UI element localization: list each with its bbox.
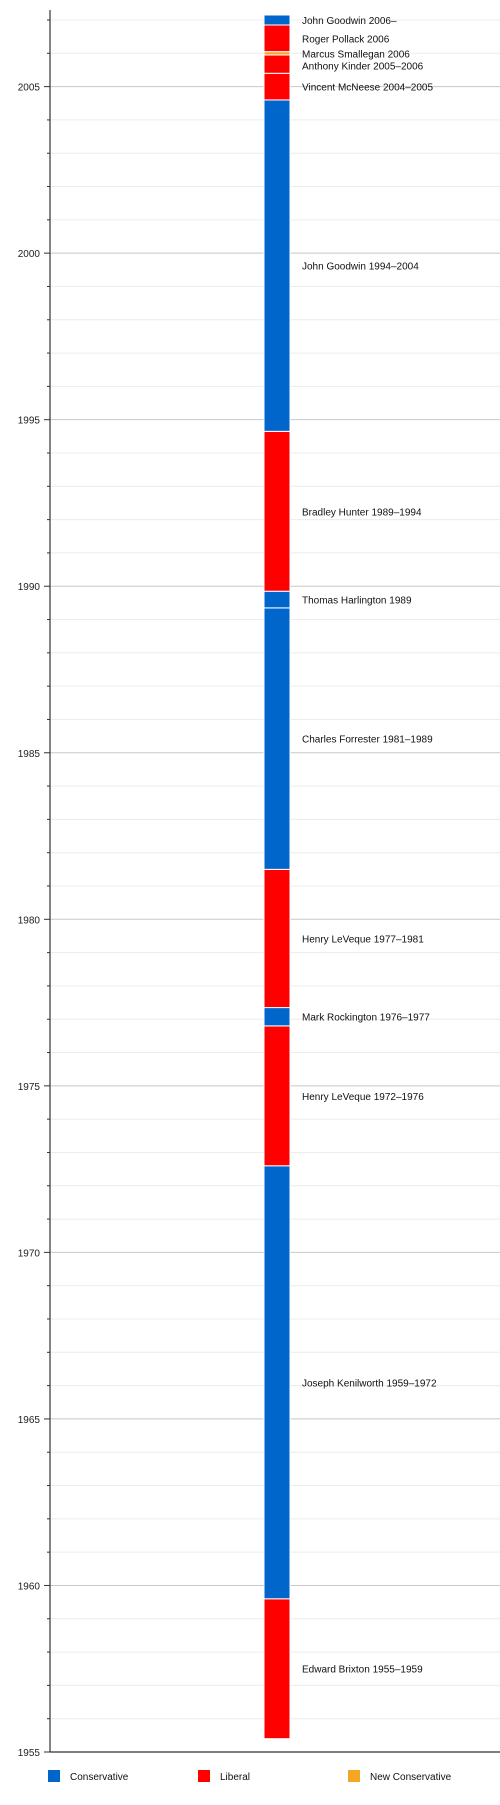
segment-labels: John Goodwin 2006– Roger Pollack 2006 Marc…	[302, 16, 437, 1676]
segment-label: Charles Forrester 1981–1989	[302, 735, 433, 746]
y-tick-label: 1970	[18, 1248, 41, 1259]
segment-bar	[263, 1025, 291, 1167]
y-axis: 1955 1960 1965 1970 1975 1980 1985 1990 1995 2000…	[18, 10, 500, 1759]
segment-bar	[263, 430, 291, 592]
y-tick-label: 2005	[18, 83, 41, 94]
legend-label: Liberal	[220, 1772, 250, 1783]
segment-label: Henry LeVeque 1972–1976	[302, 1092, 424, 1103]
segment-label: John Goodwin 1994–2004	[302, 262, 419, 273]
segment-bar	[263, 1598, 291, 1740]
timeline-bar	[263, 14, 291, 1740]
segment-bar	[263, 590, 291, 609]
segment-label: Bradley Hunter 1989–1994	[302, 507, 422, 518]
segment-bar	[263, 54, 291, 74]
segment-label: Anthony Kinder 2005–2006	[302, 61, 424, 72]
y-tick-label: 1985	[18, 749, 41, 760]
segment-bar	[263, 1007, 291, 1027]
y-tick-label: 1975	[18, 1082, 41, 1093]
legend-label: Conservative	[70, 1772, 129, 1783]
legend-swatch	[198, 1770, 210, 1782]
y-tick-label: 1960	[18, 1581, 41, 1592]
segment-label: Mark Rockington 1976–1977	[302, 1013, 430, 1024]
segment-bar	[263, 14, 291, 26]
y-tick-label: 1955	[18, 1748, 41, 1759]
y-tick-label: 1995	[18, 416, 41, 427]
segment-bar	[263, 1165, 291, 1600]
segment-bar	[263, 607, 291, 870]
segment-bar	[263, 99, 291, 432]
y-tick-label: 1980	[18, 915, 41, 926]
segment-label: Henry LeVeque 1977–1981	[302, 934, 424, 945]
segment-label: Thomas Harlington 1989	[302, 596, 412, 607]
segment-bar	[263, 72, 291, 101]
legend-swatch	[348, 1770, 360, 1782]
segment-label: Marcus Smallegan 2006	[302, 49, 410, 60]
segment-label: Edward Brixton 1955–1959	[302, 1665, 423, 1676]
legend: Conservative Liberal New Conservative	[48, 1770, 452, 1783]
segment-label: John Goodwin 2006–	[302, 16, 397, 27]
y-tick-label: 1965	[18, 1415, 41, 1426]
segment-label: Roger Pollack 2006	[302, 34, 390, 45]
legend-label: New Conservative	[370, 1772, 452, 1783]
segment-bar	[263, 868, 291, 1009]
segment-bar	[263, 24, 291, 53]
segment-label: Joseph Kenilworth 1959–1972	[302, 1378, 437, 1389]
legend-swatch	[48, 1770, 60, 1782]
segment-label: Vincent McNeese 2004–2005	[302, 83, 433, 94]
y-tick-label: 2000	[18, 249, 41, 260]
y-tick-label: 1990	[18, 582, 41, 593]
